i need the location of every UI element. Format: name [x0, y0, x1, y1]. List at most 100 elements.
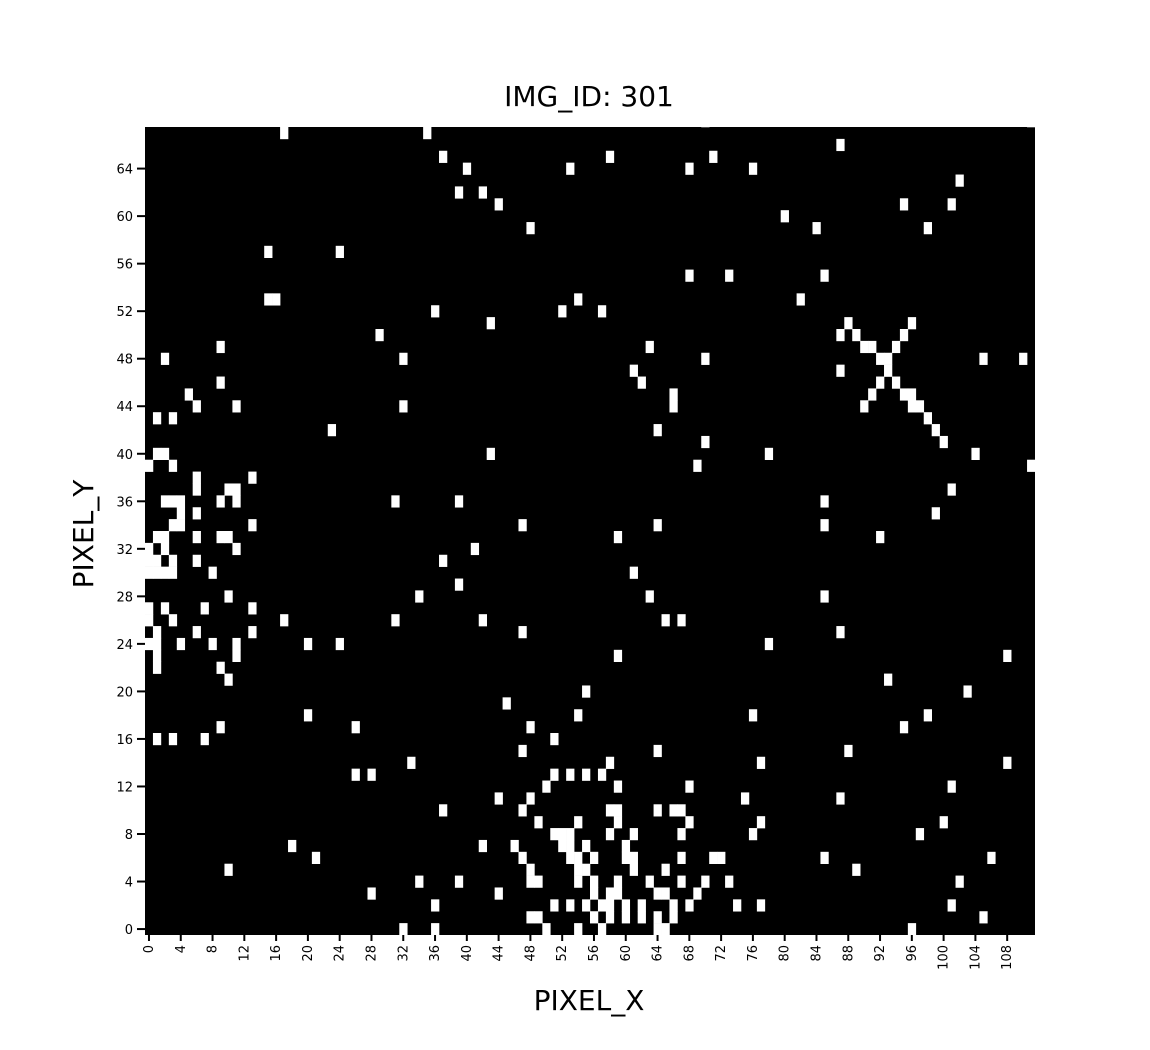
pixel-cell [796, 293, 805, 306]
pixel-cell [836, 364, 845, 377]
pixel-cell [621, 911, 631, 924]
pixel-cell [462, 162, 472, 175]
pixel-cell [677, 851, 686, 864]
pixel-cell [645, 875, 654, 888]
pixel-cell [280, 614, 289, 627]
pixel-cell [407, 756, 416, 769]
pixel-cell [454, 495, 464, 508]
pixel-cell [566, 828, 575, 841]
pixel-cell [431, 899, 440, 912]
pixel-cell [168, 519, 178, 532]
pixel-cell [677, 614, 686, 627]
pixel-cell [597, 768, 607, 781]
pixel-cell [820, 519, 829, 532]
pixel-cell [152, 626, 162, 639]
pixel-cell [947, 780, 956, 793]
pixel-cell [160, 542, 170, 556]
pixel-cell [653, 911, 662, 924]
pixel-cell [160, 447, 170, 460]
pixel-cell [494, 792, 503, 805]
pixel-cell [1019, 352, 1028, 365]
pixel-cell [884, 352, 893, 365]
pixel-cell [152, 554, 162, 567]
pixel-cell [709, 150, 718, 163]
pixel-layer [145, 115, 1036, 936]
pixel-cell [574, 863, 583, 876]
pixel-cell [836, 329, 845, 342]
pixel-cell [526, 792, 535, 805]
pixel-cell [160, 566, 170, 579]
pixel-cell [176, 519, 186, 532]
pixel-cell [582, 685, 591, 698]
pixel-cell [200, 733, 209, 746]
pixel-cell [629, 851, 638, 864]
pixel-cell [510, 839, 519, 853]
pixel-cell [891, 376, 901, 389]
pixel-cell [836, 626, 845, 639]
pixel-cell [192, 507, 201, 520]
pixel-cell [717, 851, 726, 864]
pixel-cell [232, 483, 241, 496]
pixel-cell [439, 804, 448, 817]
pixel-cell [478, 186, 487, 199]
y-tick-label: 28 [116, 590, 133, 605]
pixel-cell [335, 245, 344, 258]
x-axis: 0 4 8 12 16 20 24 28 32 36 40 44 48 52 56 60 64 68 72 76 80 8… [142, 935, 1015, 970]
pixel-cell [780, 210, 789, 223]
y-tick-label: 52 [116, 305, 133, 320]
pixel-cell [1003, 649, 1012, 662]
pixel-cell [272, 293, 281, 306]
pixel-cell [1003, 756, 1012, 769]
pixel-cell [669, 400, 678, 413]
pixel-cell [590, 911, 599, 924]
pixel-cell [629, 863, 638, 876]
y-tick-label: 32 [116, 543, 133, 558]
pixel-cell [152, 566, 162, 579]
y-tick-label: 56 [116, 258, 133, 273]
pixel-cell [574, 709, 583, 722]
x-tick-label: 48 [523, 945, 538, 962]
pixel-cell [152, 447, 162, 460]
pixel-cell [661, 863, 670, 876]
x-tick-label: 80 [778, 945, 793, 962]
pixel-cell [574, 875, 583, 888]
pixel-cell [597, 923, 607, 936]
pixel-cell [653, 923, 662, 936]
pixel-cell [145, 566, 154, 579]
pixel-cell [613, 780, 623, 793]
pixel-cell [566, 851, 575, 864]
x-tick-label: 88 [841, 945, 856, 962]
pixel-cell [613, 887, 623, 900]
pixel-cell [693, 887, 702, 900]
pixel-cell [613, 531, 623, 544]
pixel-cell [931, 507, 940, 520]
pixel-cell [613, 875, 623, 888]
pixel-cell [1027, 115, 1036, 128]
pixel-cell [915, 400, 925, 413]
pixel-cell [701, 115, 710, 128]
pixel-cell [494, 198, 503, 211]
y-tick-label: 64 [116, 163, 133, 178]
pixel-cell [216, 531, 225, 544]
pixel-cell [955, 174, 964, 187]
pixel-cell [582, 768, 591, 781]
pixel-cell [248, 471, 257, 484]
pixel-cell [168, 459, 178, 472]
pixel-cell [351, 721, 360, 734]
pixel-cell [478, 614, 487, 627]
pixel-cell [884, 364, 893, 377]
y-tick-label: 20 [116, 685, 133, 700]
pixel-cell [860, 400, 869, 413]
pixel-cell [923, 709, 932, 722]
pixel-cell [145, 459, 154, 472]
pixel-cell [208, 637, 217, 651]
x-tick-label: 16 [269, 945, 284, 962]
pixel-cell [232, 495, 241, 508]
pixel-cell [597, 305, 607, 318]
pixel-cell [216, 661, 225, 674]
pixel-cell [653, 519, 662, 532]
pixel-cell [574, 816, 583, 829]
x-tick-label: 100 [937, 945, 952, 970]
pixel-cell [685, 269, 694, 282]
pixel-cell [931, 424, 940, 437]
